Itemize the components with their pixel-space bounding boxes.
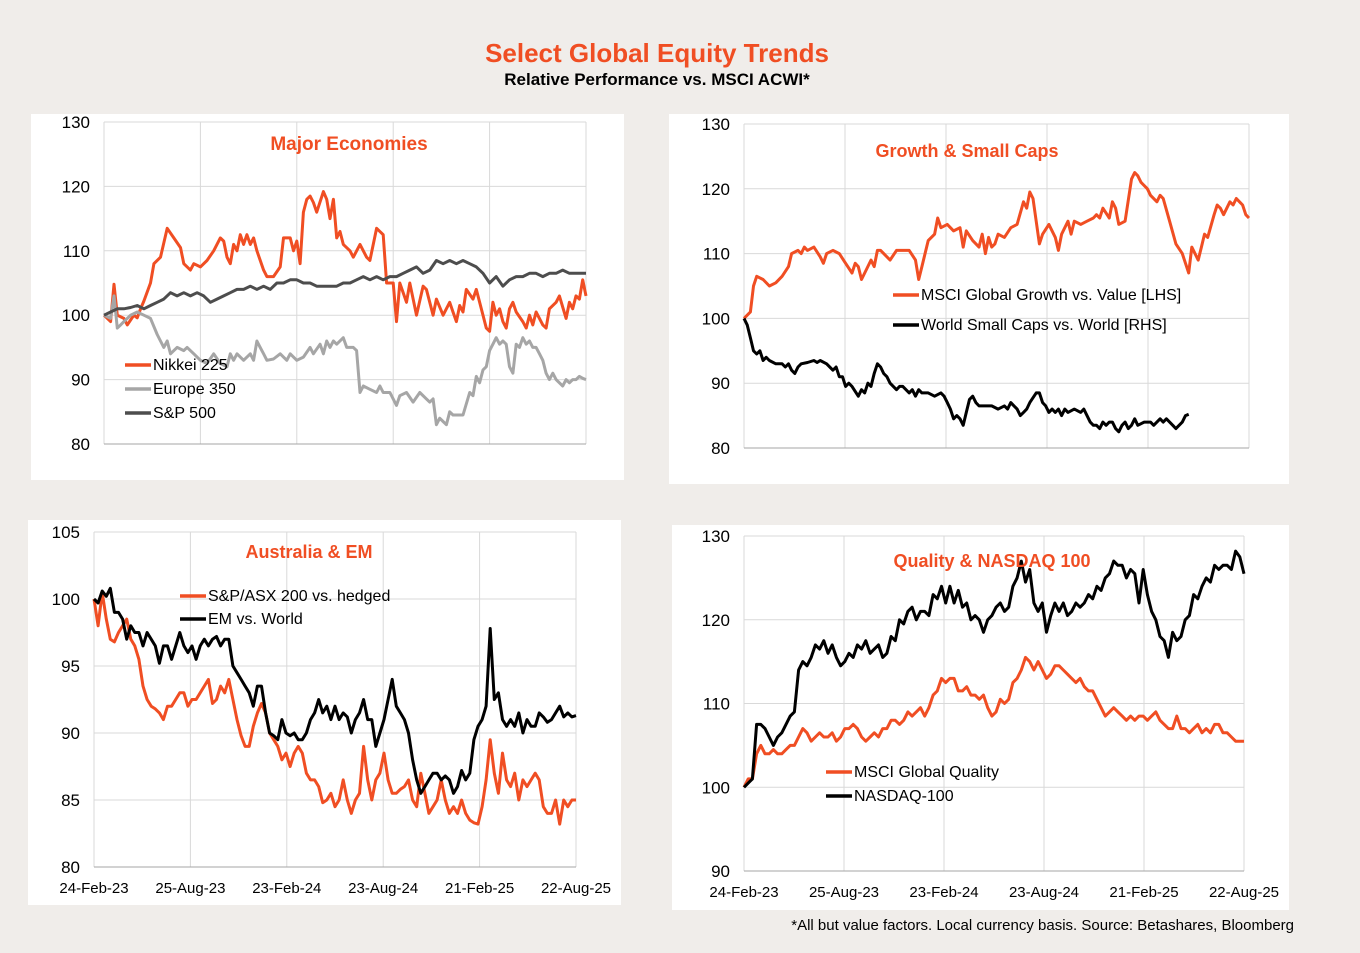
x-tick-label: 24-Feb-23 bbox=[709, 884, 778, 901]
y-tick-label: 110 bbox=[63, 242, 90, 261]
y-tick-label: 110 bbox=[703, 695, 730, 714]
x-tick-label: 23-Feb-24 bbox=[252, 880, 321, 897]
y-tick-label: 100 bbox=[62, 306, 90, 325]
y-tick-label: 130 bbox=[702, 527, 730, 546]
series-line bbox=[742, 317, 1190, 434]
chart-title: Quality & NASDAQ 100 bbox=[893, 551, 1090, 571]
x-tick-label: 21-Feb-25 bbox=[445, 880, 514, 897]
series-line bbox=[92, 586, 577, 795]
page-title: Select Global Equity Trends bbox=[485, 38, 829, 68]
chart-title: Australia & EM bbox=[245, 542, 372, 562]
y-tick-label: 80 bbox=[61, 858, 80, 877]
y-tick-label: 85 bbox=[61, 791, 80, 810]
y-tick-label: 130 bbox=[62, 114, 90, 132]
legend-label: Nikkei 225 bbox=[153, 357, 228, 374]
x-tick-label: 21-Feb-25 bbox=[1109, 884, 1178, 901]
x-tick-label: 22-Aug-25 bbox=[1209, 884, 1279, 901]
y-tick-label: 90 bbox=[71, 371, 90, 390]
legend-label: Europe 350 bbox=[153, 381, 236, 398]
chart-major-economies: 80 90 100 110 120 130 Major Economies Nikkei 22… bbox=[62, 114, 588, 454]
y-tick-label: 100 bbox=[702, 778, 730, 797]
x-tick-label: 23-Aug-24 bbox=[1009, 884, 1079, 901]
y-tick-label: 110 bbox=[703, 245, 730, 264]
y-tick-label: 130 bbox=[702, 115, 730, 134]
x-tick-label: 22-Aug-25 bbox=[541, 880, 611, 897]
legend-label: NASDAQ-100 bbox=[854, 788, 954, 805]
y-tick-label: 90 bbox=[61, 724, 80, 743]
legend-label: MSCI Global Quality bbox=[854, 764, 999, 781]
series-line bbox=[103, 294, 587, 427]
page-subtitle: Relative Performance vs. MSCI ACWI* bbox=[504, 70, 810, 89]
series-line bbox=[92, 590, 576, 826]
y-tick-label: 90 bbox=[711, 374, 730, 393]
chart-australia-em: 80 85 90 95 100 105 24-Feb-23 25-Aug-23 23-Feb-2… bbox=[52, 523, 611, 897]
legend-label: MSCI Global Growth vs. Value [LHS] bbox=[921, 287, 1181, 304]
series-line bbox=[102, 190, 588, 333]
y-tick-label: 80 bbox=[71, 435, 90, 454]
chart-panel-growth-small-caps: 80 90 100 110 120 130 Growth & Small Caps MSCI … bbox=[669, 114, 1289, 484]
chart-title: Major Economies bbox=[270, 134, 427, 155]
x-tick-label: 25-Aug-23 bbox=[809, 884, 879, 901]
y-tick-label: 120 bbox=[702, 180, 730, 199]
legend-label: EM vs. World bbox=[208, 611, 303, 628]
chart-panel-quality-nasdaq: 90 100 110 120 130 24-Feb-23 25-Aug-23 23-Feb-2… bbox=[672, 525, 1289, 910]
legend-label: S&P/ASX 200 vs. hedged bbox=[208, 588, 390, 605]
y-tick-label: 100 bbox=[702, 309, 730, 328]
series-line bbox=[742, 655, 1244, 788]
chart-quality-nasdaq: 90 100 110 120 130 24-Feb-23 25-Aug-23 23-Feb-2… bbox=[702, 527, 1279, 901]
chart-panel-australia-em: 80 85 90 95 100 105 24-Feb-23 25-Aug-23 23-Feb-2… bbox=[28, 520, 621, 905]
series-line bbox=[742, 171, 1251, 320]
y-tick-label: 80 bbox=[711, 439, 730, 458]
x-tick-label: 23-Feb-24 bbox=[909, 884, 978, 901]
series-line bbox=[742, 549, 1246, 789]
series-line bbox=[103, 259, 586, 317]
x-tick-label: 23-Aug-24 bbox=[348, 880, 418, 897]
chart-growth-small-caps: 80 90 100 110 120 130 Growth & Small Caps MSCI … bbox=[702, 115, 1251, 458]
y-tick-label: 100 bbox=[52, 590, 80, 609]
y-tick-label: 120 bbox=[62, 177, 90, 196]
y-tick-label: 105 bbox=[52, 523, 80, 542]
source-note: *All but value factors. Local currency b… bbox=[791, 917, 1294, 934]
y-tick-label: 90 bbox=[711, 862, 730, 881]
legend-label: S&P 500 bbox=[153, 405, 216, 422]
x-tick-label: 24-Feb-23 bbox=[59, 880, 128, 897]
chart-title: Growth & Small Caps bbox=[875, 141, 1058, 161]
y-tick-label: 120 bbox=[702, 611, 730, 630]
legend-label: World Small Caps vs. World [RHS] bbox=[921, 317, 1167, 334]
y-tick-label: 95 bbox=[61, 657, 80, 676]
x-tick-label: 25-Aug-23 bbox=[155, 880, 225, 897]
chart-panel-major-economies: 80 90 100 110 120 130 Major Economies Nikkei 22… bbox=[31, 114, 624, 480]
